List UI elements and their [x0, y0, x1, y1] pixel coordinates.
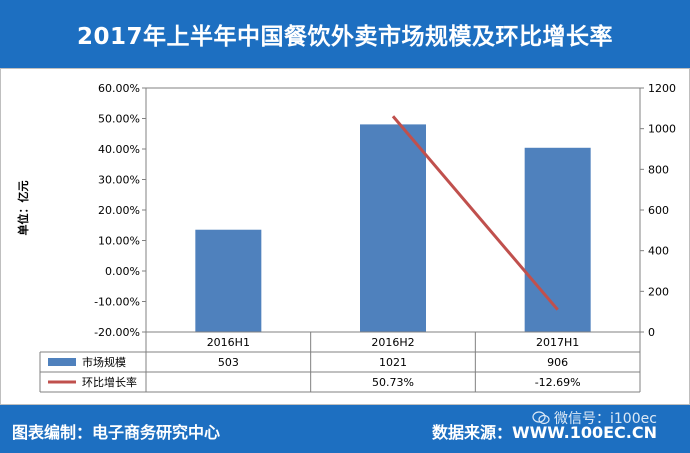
bar — [360, 124, 426, 332]
y-right-tick-label: 1000 — [648, 123, 676, 136]
x-category-label: 2016H2 — [371, 336, 414, 349]
watermark-text: 微信号：i100ec — [554, 411, 657, 427]
chart-area: 单位：亿元 60.00% 50.00% 40.00% 30.00% 20.00% 10.0… — [0, 68, 690, 405]
y-left-tick-label: 20.00% — [98, 204, 140, 217]
y-left-tick-label: 50.00% — [98, 113, 140, 126]
data-table-value: 50.73% — [372, 376, 414, 389]
legend-swatch-bar — [48, 358, 76, 366]
combo-chart: 单位：亿元 60.00% 50.00% 40.00% 30.00% 20.00% 10.0… — [0, 68, 690, 405]
x-category-label: 2016H1 — [207, 336, 250, 349]
legend-series-name: 市场规模 — [82, 355, 126, 369]
y-left-tick-label: -10.00% — [94, 296, 140, 309]
y-left-tick-label: 10.00% — [98, 235, 140, 248]
growth-line — [391, 115, 559, 311]
y-left-tick-label: 40.00% — [98, 143, 140, 156]
y-right-tick-label: 400 — [648, 245, 669, 258]
bar — [524, 147, 591, 332]
wechat-icon — [532, 411, 550, 425]
y-left-tick-label: -20.00% — [94, 326, 140, 339]
footer-compiler: 图表编制：电子商务研究中心 — [12, 423, 221, 442]
x-category-label: 2017H1 — [536, 336, 579, 349]
legend-series-name: 环比增长率 — [82, 375, 137, 389]
chart-title: 2017年上半年中国餐饮外卖市场规模及环比增长率 — [76, 24, 613, 50]
data-table-value: 503 — [218, 356, 239, 369]
y-right-tick-label: 600 — [648, 204, 669, 217]
y-right-tick-label: 1200 — [648, 82, 676, 95]
footer-bar: 图表编制：电子商务研究中心 数据来源：WWW.100EC.CN — [0, 405, 690, 453]
y-left-tick-label: 0.00% — [105, 265, 140, 278]
watermark: 微信号：i100ec — [532, 408, 657, 428]
data-table-value: -12.69% — [535, 376, 581, 389]
y-right-tick-label: 200 — [648, 285, 669, 298]
data-table-value: 1021 — [379, 356, 407, 369]
y-right-tick-label: 0 — [648, 326, 655, 339]
y-left-tick-label: 30.00% — [98, 174, 140, 187]
y-axis-title: 单位：亿元 — [16, 181, 30, 236]
title-bar: 2017年上半年中国餐饮外卖市场规模及环比增长率 — [0, 0, 690, 68]
y-left-tick-label: 60.00% — [98, 82, 140, 95]
y-right-tick-label: 800 — [648, 163, 669, 176]
data-table-value: 906 — [547, 356, 568, 369]
footer-source: 数据来源：WWW.100EC.CN — [432, 423, 658, 442]
bar — [195, 229, 262, 332]
